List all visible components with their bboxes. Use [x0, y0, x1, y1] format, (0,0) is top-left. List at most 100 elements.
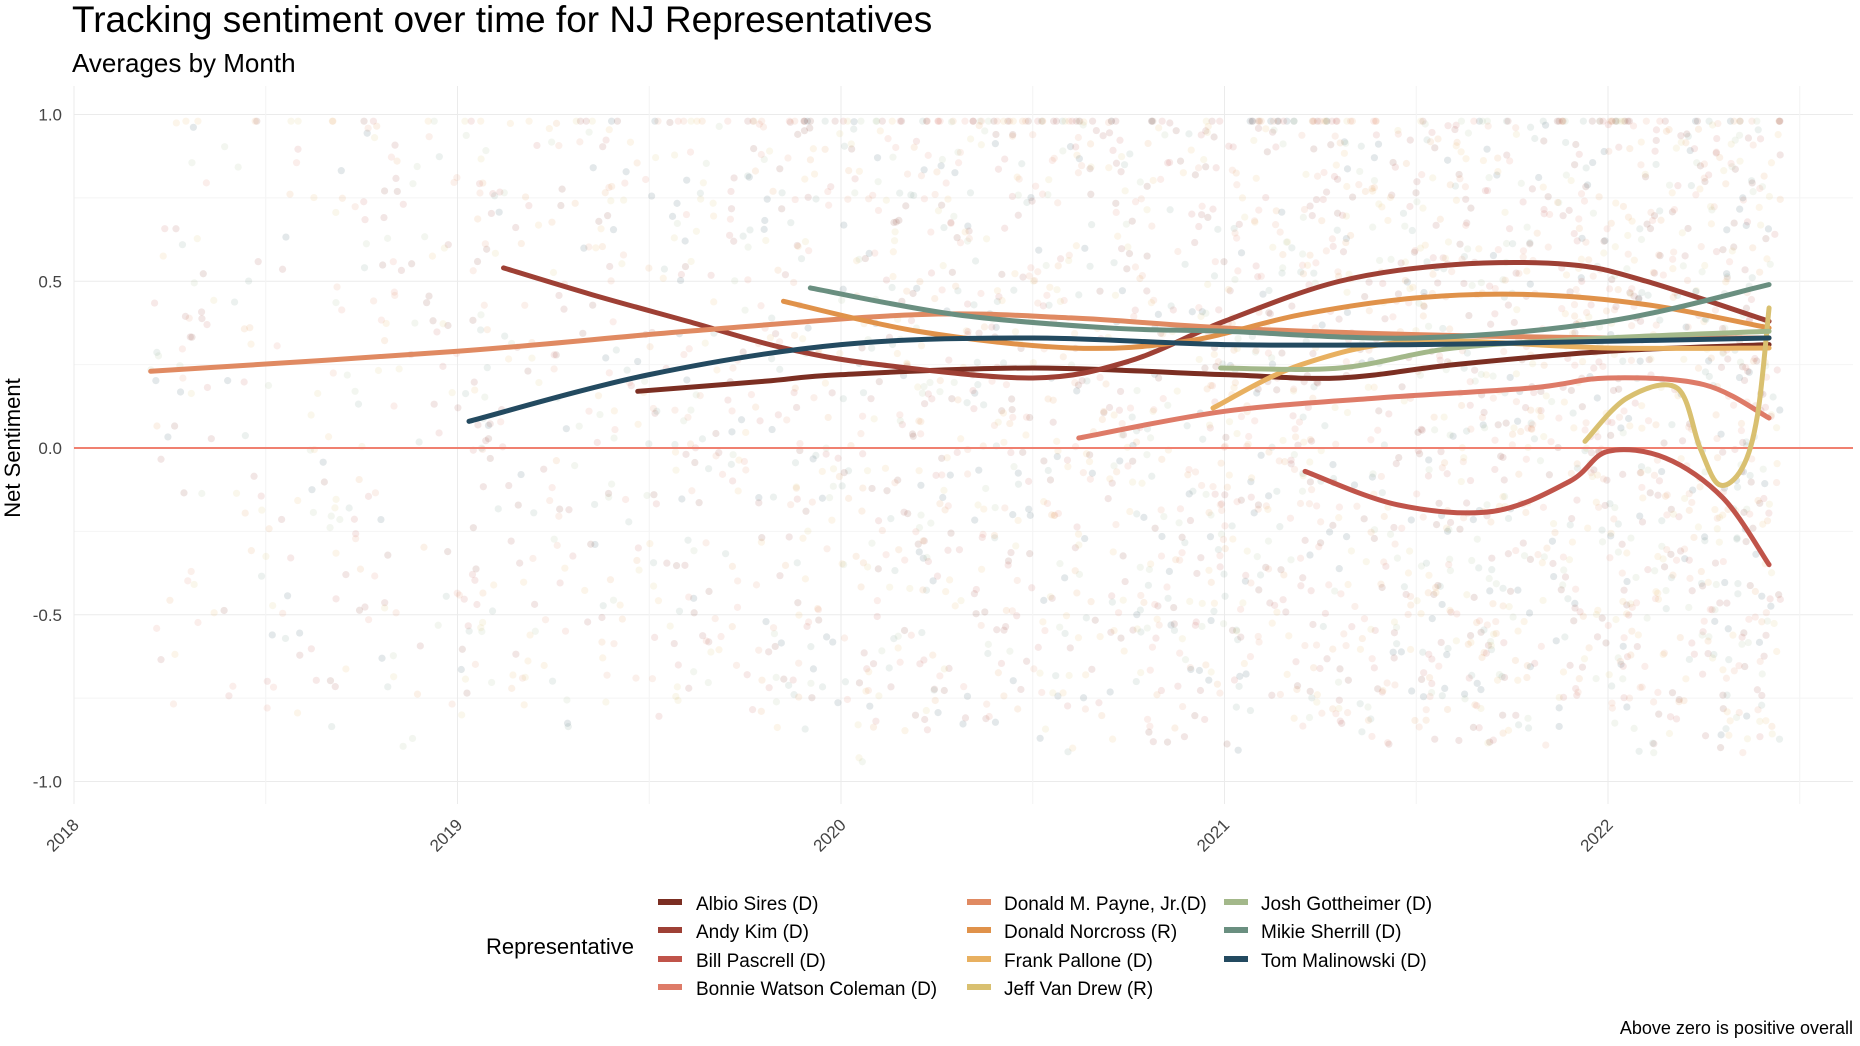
scatter-point	[1143, 287, 1151, 295]
scatter-point	[1172, 127, 1180, 135]
scatter-point	[1491, 465, 1499, 474]
scatter-point	[962, 327, 970, 335]
scatter-point	[1571, 161, 1579, 169]
scatter-point	[978, 533, 986, 542]
scatter-point	[790, 389, 798, 397]
scatter-point	[1600, 147, 1608, 156]
scatter-point	[1527, 406, 1535, 414]
scatter-point	[835, 472, 844, 481]
scatter-point	[450, 178, 458, 187]
scatter-point	[974, 501, 982, 509]
scatter-point	[1711, 617, 1719, 625]
scatter-point	[715, 646, 723, 654]
scatter-point	[752, 403, 760, 411]
scatter-point	[602, 136, 610, 144]
scatter-point	[1006, 117, 1014, 125]
scatter-point	[993, 626, 1001, 634]
scatter-point	[1107, 628, 1115, 636]
scatter-point	[1255, 206, 1263, 214]
scatter-point	[1315, 543, 1323, 551]
scatter-point	[1244, 440, 1252, 448]
scatter-point	[1108, 735, 1117, 743]
scatter-point	[1428, 679, 1436, 688]
scatter-point	[1390, 618, 1399, 626]
scatter-point	[1510, 424, 1518, 432]
scatter-point	[1628, 285, 1636, 293]
scatter-point	[1667, 574, 1676, 582]
scatter-point	[1299, 213, 1307, 221]
scatter-point	[1500, 639, 1508, 647]
scatter-point	[1593, 633, 1602, 641]
scatter-point	[1582, 183, 1590, 191]
scatter-point	[1044, 466, 1052, 475]
scatter-point	[1715, 538, 1723, 546]
scatter-point	[521, 301, 529, 309]
scatter-point	[458, 645, 466, 653]
scatter-point	[1273, 117, 1282, 125]
scatter-point	[1133, 386, 1141, 395]
scatter-point	[917, 418, 925, 426]
scatter-point	[1557, 586, 1565, 594]
scatter-point	[1065, 117, 1073, 125]
scatter-point	[548, 138, 556, 146]
scatter-point	[1446, 555, 1454, 563]
scatter-point	[1071, 443, 1080, 451]
scatter-point	[525, 117, 533, 125]
scatter-point	[687, 117, 695, 125]
scatter-point	[1286, 514, 1295, 522]
scatter-point	[758, 676, 766, 684]
scatter-point	[1146, 722, 1154, 730]
scatter-point	[1719, 246, 1727, 254]
scatter-point	[1045, 301, 1053, 309]
scatter-point	[1019, 273, 1027, 281]
scatter-point	[818, 683, 827, 691]
scatter-point	[1686, 574, 1694, 582]
scatter-point	[1133, 611, 1141, 619]
scatter-point	[666, 622, 674, 630]
scatter-point	[1018, 117, 1027, 125]
scatter-point	[518, 674, 527, 682]
scatter-point	[1501, 276, 1509, 284]
scatter-point	[1670, 248, 1678, 256]
scatter-point	[1582, 164, 1590, 172]
scatter-point	[1592, 610, 1601, 619]
scatter-point	[1677, 455, 1685, 463]
scatter-point	[199, 270, 207, 278]
scatter-point	[1339, 248, 1348, 256]
scatter-point	[924, 390, 932, 398]
scatter-point	[1333, 117, 1341, 125]
scatter-point	[678, 495, 686, 503]
scatter-point	[1713, 514, 1721, 522]
scatter-point	[973, 358, 981, 366]
scatter-point	[975, 466, 983, 474]
scatter-point	[1381, 315, 1389, 323]
scatter-point	[1618, 569, 1626, 577]
scatter-point	[181, 312, 190, 320]
scatter-point	[1118, 287, 1127, 295]
scatter-point	[1252, 346, 1260, 355]
scatter-point	[1052, 117, 1061, 125]
legend-key	[658, 899, 682, 905]
scatter-point	[1713, 454, 1722, 462]
scatter-point	[1370, 664, 1378, 672]
scatter-point	[795, 611, 803, 619]
scatter-point	[1204, 213, 1212, 222]
scatter-point	[1326, 528, 1334, 536]
scatter-point	[1705, 372, 1713, 381]
scatter-point	[1072, 242, 1080, 250]
scatter-point	[1466, 378, 1474, 386]
scatter-point	[1650, 698, 1658, 706]
scatter-point	[1289, 412, 1297, 420]
scatter-point	[912, 528, 920, 536]
scatter-point	[1279, 117, 1288, 125]
scatter-point	[531, 627, 539, 635]
scatter-point	[185, 314, 193, 322]
scatter-point	[994, 418, 1002, 426]
scatter-point	[855, 167, 863, 175]
legend-label: Tom Malinowski (D)	[1261, 951, 1427, 972]
scatter-point	[1571, 312, 1579, 320]
scatter-point	[1443, 470, 1451, 478]
scatter-point	[599, 654, 607, 662]
scatter-point	[881, 464, 890, 472]
scatter-point	[1466, 632, 1475, 640]
